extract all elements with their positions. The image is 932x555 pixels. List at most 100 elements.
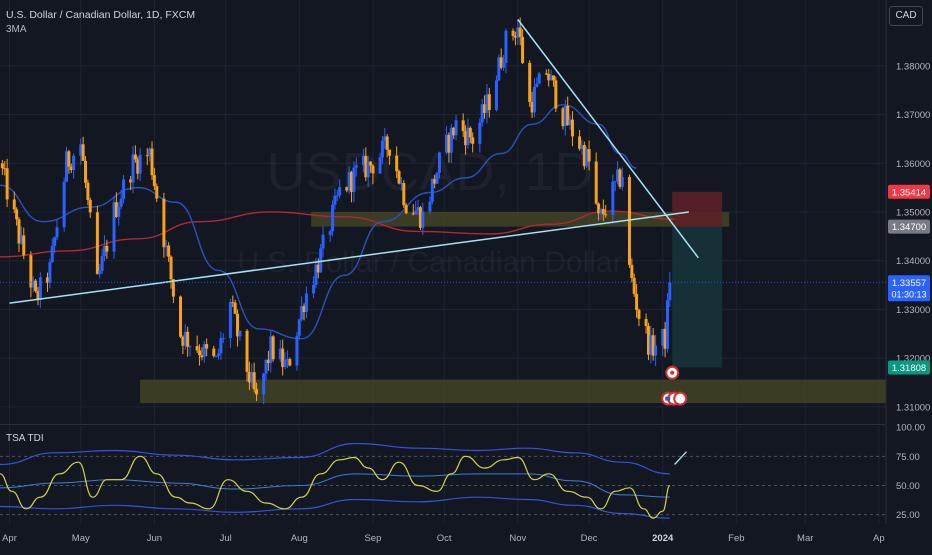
candle-body <box>369 161 373 166</box>
x-tick-label: Apr <box>2 533 17 544</box>
tdi-upper-band <box>0 442 670 475</box>
candle-body <box>295 335 299 366</box>
trendline <box>9 211 689 304</box>
time-axis <box>0 524 932 550</box>
watermark-name: U.S. Dollar / Canadian Dollar <box>237 246 622 279</box>
candle-body <box>632 277 636 295</box>
candle-body <box>637 309 641 319</box>
candle-body <box>245 330 249 372</box>
candle-body <box>447 134 451 153</box>
candle-body <box>452 127 456 136</box>
indicator-label[interactable]: 3MA <box>6 24 27 35</box>
tdi-panel-title[interactable]: TSA TDI <box>6 433 44 444</box>
candle-body <box>402 183 406 206</box>
candle-body <box>483 104 487 113</box>
candlesticks <box>0 17 672 405</box>
event-markers <box>661 365 688 406</box>
tdi-y-tick-label: 75.00 <box>896 452 920 463</box>
candle-body <box>53 237 57 246</box>
candle-body <box>55 227 59 238</box>
candle-body <box>570 119 574 137</box>
candle-body <box>597 203 601 214</box>
candle-body <box>314 264 318 285</box>
candle-body <box>72 155 76 171</box>
candle-body <box>445 134 449 153</box>
candle-body <box>464 131 468 146</box>
candle-body <box>48 261 52 283</box>
candle-body <box>395 155 399 172</box>
candle-body <box>494 80 498 110</box>
candle-body <box>114 202 118 217</box>
candle-body <box>285 359 289 361</box>
candle-body <box>81 144 85 161</box>
y-tick-label: 1.34000 <box>896 256 930 267</box>
candle-body <box>561 108 565 127</box>
candle-body <box>233 302 237 314</box>
candle-body <box>112 202 116 252</box>
candle-body <box>537 73 541 84</box>
x-tick-label: Mar <box>797 533 813 544</box>
candle-body <box>214 355 218 357</box>
candle-body <box>388 149 392 156</box>
event-flag-icon <box>665 396 671 401</box>
candle-body <box>433 178 437 184</box>
candle-body <box>0 163 4 169</box>
candle-body <box>312 284 316 294</box>
candle-body <box>668 282 672 301</box>
candle-body <box>661 328 665 346</box>
candle-body <box>155 186 159 199</box>
candle-body <box>205 344 209 349</box>
candle-body <box>171 279 175 297</box>
candle-body <box>250 372 254 383</box>
candle-body <box>62 181 66 228</box>
candle-body <box>255 389 259 395</box>
candle-body <box>371 165 375 174</box>
chart-title: U.S. Dollar / Canadian Dollar, 1D, FXCM <box>6 9 196 21</box>
candle-body <box>504 30 508 63</box>
candle-body <box>497 57 501 81</box>
price-axis <box>886 0 932 550</box>
candle-body <box>300 306 304 320</box>
candle-body <box>231 302 235 304</box>
candle-body <box>150 148 154 176</box>
candle-body <box>385 136 389 150</box>
candle-body <box>136 159 140 174</box>
candle-body <box>535 83 539 87</box>
candle-body <box>15 209 19 220</box>
candle-body <box>347 171 351 191</box>
candle-body <box>17 219 21 244</box>
candle-body <box>644 318 648 327</box>
candle-body <box>364 155 368 178</box>
candle-body <box>188 346 192 348</box>
candle-body <box>518 27 522 38</box>
currency-button[interactable]: CAD <box>889 6 923 26</box>
candle-body <box>183 331 187 346</box>
candle-body <box>352 167 356 192</box>
candle-body <box>164 245 168 248</box>
candle-body <box>98 270 102 275</box>
candle-body <box>380 140 384 158</box>
candle-body <box>549 75 553 81</box>
tdi-indicator <box>0 442 886 519</box>
candle-body <box>378 157 382 174</box>
candle-body <box>411 213 415 215</box>
candle-body <box>331 204 335 232</box>
candle-body <box>582 145 586 167</box>
candle-body <box>117 206 121 217</box>
candle-body <box>86 182 90 200</box>
candle-body <box>236 313 240 337</box>
y-tick-label: 1.31000 <box>896 402 930 413</box>
candle-body <box>585 149 589 167</box>
candle-body <box>65 151 69 182</box>
candle-body <box>547 73 551 81</box>
candle-body <box>350 171 354 192</box>
candle-body <box>38 277 42 300</box>
candle-body <box>654 345 658 356</box>
candle-body <box>580 145 584 149</box>
price-badge <box>888 360 930 375</box>
price-badge-text: 1.34700 <box>892 222 926 233</box>
candle-body <box>264 359 268 374</box>
candle-body <box>19 235 23 244</box>
